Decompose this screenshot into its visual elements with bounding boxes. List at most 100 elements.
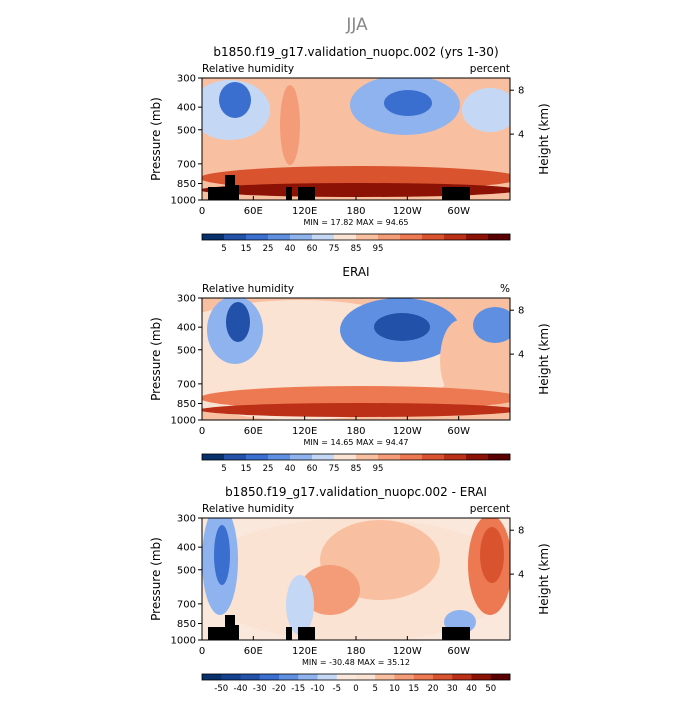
units-label: percent (470, 503, 510, 515)
colorbar-label: 30 (447, 684, 458, 694)
colorbar-swatch (444, 454, 467, 460)
colorbar-swatch (422, 454, 445, 460)
colorbar-swatch (400, 234, 423, 240)
y-tick-label: 400 (177, 323, 196, 334)
panel-title: ERAI (342, 265, 369, 279)
y-tick-label: 500 (177, 125, 196, 136)
x-tick-label: 120W (393, 426, 422, 437)
colorbar-label: 95 (373, 464, 384, 474)
topography-mask (442, 187, 470, 200)
x-tick-label: 120W (393, 206, 422, 217)
colorbar-frame (201, 233, 511, 241)
x-tick-label: 60E (244, 646, 263, 657)
min-max-stats: MIN = 14.65 MAX = 94.47 (303, 438, 408, 447)
colorbar-frame (201, 673, 511, 681)
colorbar-swatch (224, 234, 247, 240)
colorbar-swatch (202, 674, 222, 680)
colorbar-swatch (433, 674, 453, 680)
colorbar-swatch (224, 454, 247, 460)
y-tick-label: 850 (177, 619, 196, 630)
colorbar-swatch (471, 674, 492, 680)
x-tick-label: 120E (292, 646, 317, 657)
x-tick-label: 0 (199, 206, 205, 217)
colorbar-swatch (334, 234, 357, 240)
colorbar-label: 5 (373, 684, 378, 694)
colorbar-label: 20 (428, 684, 439, 694)
colorbar-label: 15 (241, 244, 252, 254)
contour-region (219, 82, 251, 118)
contour-field (202, 298, 510, 420)
contour-field (202, 78, 510, 200)
colorbar-label: -15 (291, 684, 305, 694)
colorbar-label: 50 (485, 684, 496, 694)
y-tick-label: 400 (177, 543, 196, 554)
topography-mask (298, 627, 315, 640)
contour-region (202, 403, 510, 417)
colorbar-label: 15 (408, 684, 419, 694)
colorbar-label: 95 (373, 244, 384, 254)
topography-mask (286, 627, 292, 640)
colorbar-label: -20 (272, 684, 286, 694)
colorbar-label: 15 (241, 464, 252, 474)
colorbar-label: -30 (253, 684, 267, 694)
min-max-stats: MIN = 17.82 MAX = 94.65 (303, 218, 408, 227)
x-tick-label: 120W (393, 646, 422, 657)
colorbar-label: 25 (263, 244, 274, 254)
topography-mask (225, 615, 235, 640)
colorbar-swatch (312, 234, 335, 240)
colorbar-swatch (444, 234, 467, 240)
colorbar-swatch (317, 674, 338, 680)
colorbar-swatch (290, 234, 313, 240)
y-axis-label: Pressure (mb) (149, 97, 163, 181)
variable-label: Relative humidity (202, 63, 294, 75)
x-tick-label: 120E (292, 426, 317, 437)
y-tick-label: 300 (177, 74, 196, 85)
y-right-axis-label: Height (km) (537, 323, 551, 394)
x-tick-label: 180 (346, 206, 365, 217)
x-tick-label: 60W (447, 646, 470, 657)
topography-mask (208, 627, 228, 640)
colorbar-label: -10 (311, 684, 325, 694)
topography-mask (225, 175, 235, 200)
variable-label: Relative humidity (202, 503, 294, 515)
colorbar-swatch (488, 454, 511, 460)
colorbar-swatch (375, 674, 395, 680)
colorbar-swatch (259, 674, 280, 680)
contour-region (280, 85, 300, 165)
contour-field (202, 518, 510, 640)
season-title: JJA (345, 15, 368, 35)
colorbar-swatch (422, 234, 445, 240)
topography-mask (235, 625, 239, 640)
colorbar-swatch (356, 454, 379, 460)
y-right-tick-label: 4 (518, 570, 524, 581)
y-tick-label: 300 (177, 294, 196, 305)
colorbar-swatch (246, 234, 269, 240)
x-tick-label: 120E (292, 206, 317, 217)
colorbar-label: -5 (333, 684, 341, 694)
colorbar-swatch (466, 234, 489, 240)
x-tick-label: 180 (346, 426, 365, 437)
x-tick-label: 180 (346, 646, 365, 657)
colorbar-label: 85 (351, 464, 362, 474)
colorbar-swatch (246, 454, 269, 460)
y-tick-label: 1000 (171, 196, 196, 207)
y-tick-label: 700 (177, 599, 196, 610)
colorbar-swatch (378, 454, 401, 460)
colorbar-swatch (268, 454, 291, 460)
contour-region (202, 183, 510, 197)
contour-region (384, 90, 432, 116)
topography-mask (286, 187, 292, 200)
contour-region (226, 302, 250, 342)
x-tick-label: 0 (199, 646, 205, 657)
colorbar-frame (201, 453, 511, 461)
colorbar-swatch (334, 454, 357, 460)
colorbar-swatch (290, 454, 313, 460)
x-tick-label: 60W (447, 426, 470, 437)
variable-label: Relative humidity (202, 283, 294, 295)
panel-title: b1850.f19_g17.validation_nuopc.002 (yrs … (213, 45, 498, 59)
contour-region (462, 88, 510, 132)
panel-3: b1850.f19_g17.validation_nuopc.002 - ERA… (149, 485, 551, 694)
y-tick-label: 500 (177, 345, 196, 356)
colorbar-label: 25 (263, 464, 274, 474)
